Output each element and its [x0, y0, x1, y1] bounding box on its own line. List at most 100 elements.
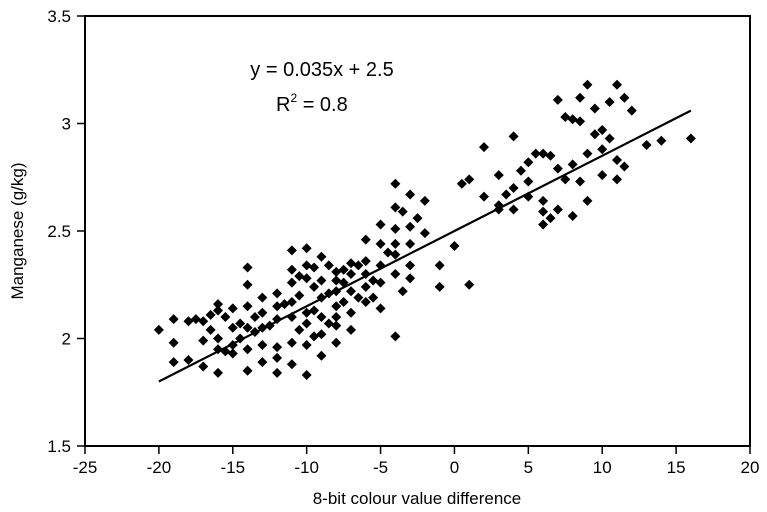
data-point: [508, 204, 519, 215]
data-point: [626, 105, 637, 116]
data-point: [168, 337, 179, 348]
data-point: [272, 288, 283, 299]
data-point: [479, 142, 489, 153]
x-tick-label: -25: [73, 458, 98, 477]
data-point: [235, 318, 246, 329]
data-point: [242, 262, 253, 273]
r-squared-r: R: [276, 94, 290, 116]
data-point: [316, 251, 327, 262]
data-point: [545, 213, 556, 224]
data-point: [353, 292, 364, 303]
data-point: [331, 337, 342, 348]
data-point: [316, 275, 327, 286]
data-point: [390, 223, 401, 234]
data-point: [242, 322, 253, 333]
data-point: [323, 318, 334, 329]
data-point: [597, 144, 608, 155]
data-point: [279, 299, 290, 310]
data-point: [405, 221, 416, 232]
data-point: [575, 176, 586, 187]
data-point: [294, 290, 305, 301]
r-squared-superscript: 2: [290, 91, 297, 105]
data-point: [309, 262, 320, 273]
data-point: [464, 279, 475, 290]
data-point: [405, 238, 416, 249]
data-point: [501, 189, 512, 200]
data-point: [612, 155, 622, 166]
data-point: [479, 191, 489, 202]
data-point: [286, 277, 297, 288]
data-point: [227, 322, 238, 333]
x-tick-label: 20: [741, 458, 760, 477]
x-axis-ticks: -25 -20 -15 -10 -5 0 5 10 15 20: [73, 446, 760, 477]
data-point: [582, 148, 593, 159]
data-point: [530, 148, 541, 159]
data-point: [286, 359, 297, 370]
x-tick-label: 10: [593, 458, 612, 477]
data-point: [538, 219, 549, 230]
data-point: [685, 133, 696, 144]
data-point: [360, 256, 371, 267]
data-point: [242, 344, 253, 355]
data-point: [612, 79, 622, 90]
data-point: [375, 219, 386, 230]
data-point: [331, 301, 342, 312]
data-point: [434, 281, 445, 292]
data-point: [538, 148, 549, 159]
data-point: [397, 286, 408, 297]
data-point: [331, 266, 342, 277]
data-point: [272, 367, 283, 378]
data-point: [205, 309, 216, 320]
data-point: [493, 170, 504, 181]
y-axis-ticks: 1.5 2 2.5 3 3.5: [47, 7, 85, 456]
data-point: [316, 312, 327, 322]
data-point: [309, 305, 320, 316]
data-point: [213, 333, 223, 344]
data-point: [419, 228, 430, 239]
data-point: [619, 161, 630, 172]
data-point: [405, 260, 416, 271]
x-tick-label: 5: [524, 458, 533, 477]
data-point: [397, 206, 408, 217]
trendline: [158, 109, 692, 383]
data-point: [641, 140, 652, 150]
marks-layer: [153, 79, 696, 381]
data-point: [286, 245, 297, 256]
data-point: [375, 303, 386, 314]
data-point: [575, 92, 586, 103]
data-point: [567, 210, 578, 221]
x-tick-label: -15: [220, 458, 245, 477]
data-point: [153, 324, 164, 335]
data-point: [382, 247, 393, 258]
data-point: [346, 324, 356, 335]
data-point: [242, 301, 253, 312]
data-point: [272, 352, 283, 363]
data-point: [309, 331, 320, 342]
x-tick-label: 0: [450, 458, 459, 477]
data-point: [294, 271, 305, 282]
data-point: [346, 269, 356, 279]
data-point: [405, 273, 416, 284]
data-point: [309, 281, 320, 292]
data-point: [227, 303, 238, 314]
y-tick-label: 2: [62, 330, 71, 349]
y-tick-label: 1.5: [47, 437, 71, 456]
data-point: [582, 79, 593, 90]
data-point: [301, 307, 312, 318]
data-point: [316, 329, 327, 340]
data-point: [390, 249, 401, 260]
data-point: [213, 305, 223, 316]
data-point: [390, 202, 401, 213]
x-tick-label: -10: [294, 458, 319, 477]
data-point: [449, 241, 460, 252]
data-point: [360, 234, 371, 245]
data-point: [168, 357, 179, 368]
data-point: [567, 159, 578, 170]
data-point: [456, 178, 467, 189]
data-point: [390, 178, 401, 189]
data-point: [323, 260, 334, 271]
data-point: [190, 314, 201, 325]
data-point: [183, 355, 194, 365]
data-point: [604, 97, 615, 107]
